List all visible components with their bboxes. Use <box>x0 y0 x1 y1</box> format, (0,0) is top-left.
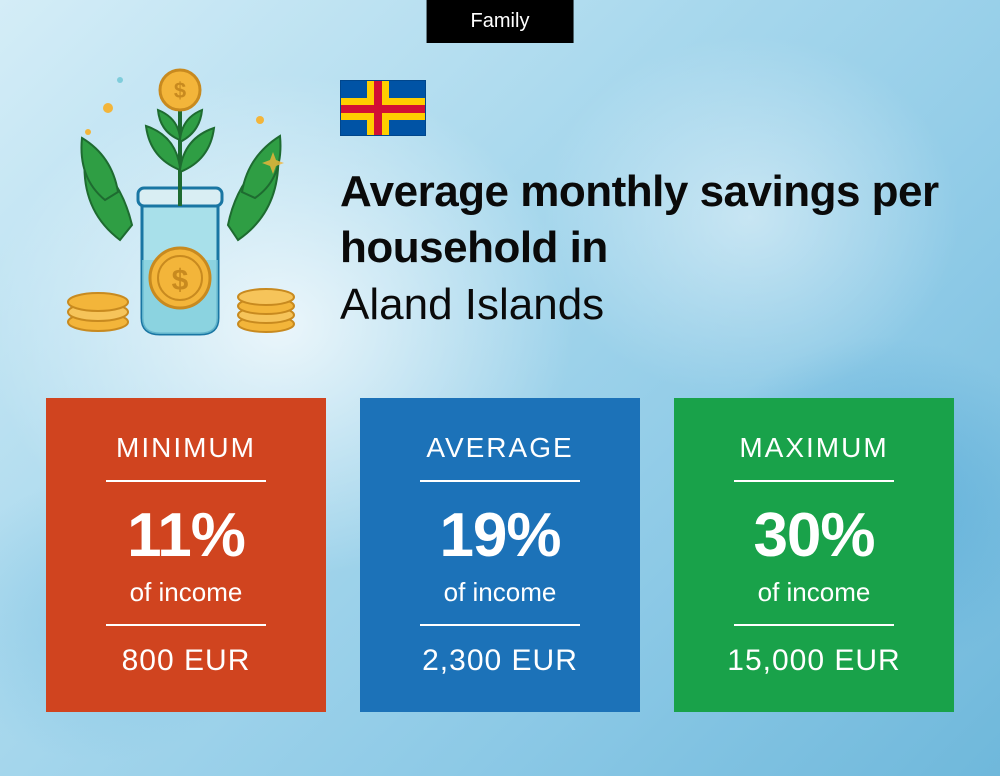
coin-stack-left-icon <box>68 293 128 331</box>
svg-text:$: $ <box>174 78 186 103</box>
page-title: Average monthly savings per household in… <box>340 164 940 333</box>
divider <box>734 480 894 482</box>
card-label: MINIMUM <box>70 432 302 464</box>
stat-card-average: AVERAGE 19% of income 2,300 EUR <box>360 398 640 712</box>
card-amount: 15,000 EUR <box>698 644 930 678</box>
card-label: AVERAGE <box>384 432 616 464</box>
category-tag: Family <box>427 0 574 43</box>
title-bold-part: Average monthly savings per household in <box>340 167 939 272</box>
title-area: Average monthly savings per household in… <box>340 60 940 333</box>
divider <box>106 624 266 626</box>
coin-stack-right-icon <box>238 289 294 332</box>
divider <box>420 624 580 626</box>
card-percent: 19% <box>384 500 616 571</box>
stat-cards-row: MINIMUM 11% of income 800 EUR AVERAGE 19… <box>46 398 954 712</box>
title-region-part: Aland Islands <box>340 280 604 329</box>
divider <box>734 624 894 626</box>
header-region: $ $ <box>60 60 940 340</box>
card-sub: of income <box>384 577 616 608</box>
card-amount: 800 EUR <box>70 644 302 678</box>
card-percent: 11% <box>70 500 302 571</box>
divider <box>106 480 266 482</box>
divider <box>420 480 580 482</box>
card-sub: of income <box>698 577 930 608</box>
card-label: MAXIMUM <box>698 432 930 464</box>
category-label: Family <box>471 10 530 32</box>
savings-illustration: $ $ <box>60 60 300 340</box>
svg-text:$: $ <box>172 264 189 297</box>
card-sub: of income <box>70 577 302 608</box>
card-amount: 2,300 EUR <box>384 644 616 678</box>
stat-card-minimum: MINIMUM 11% of income 800 EUR <box>46 398 326 712</box>
aland-flag-icon <box>340 80 426 136</box>
top-coin-icon: $ <box>160 70 200 110</box>
card-percent: 30% <box>698 500 930 571</box>
jar-coin-icon: $ <box>150 248 210 308</box>
stat-card-maximum: MAXIMUM 30% of income 15,000 EUR <box>674 398 954 712</box>
